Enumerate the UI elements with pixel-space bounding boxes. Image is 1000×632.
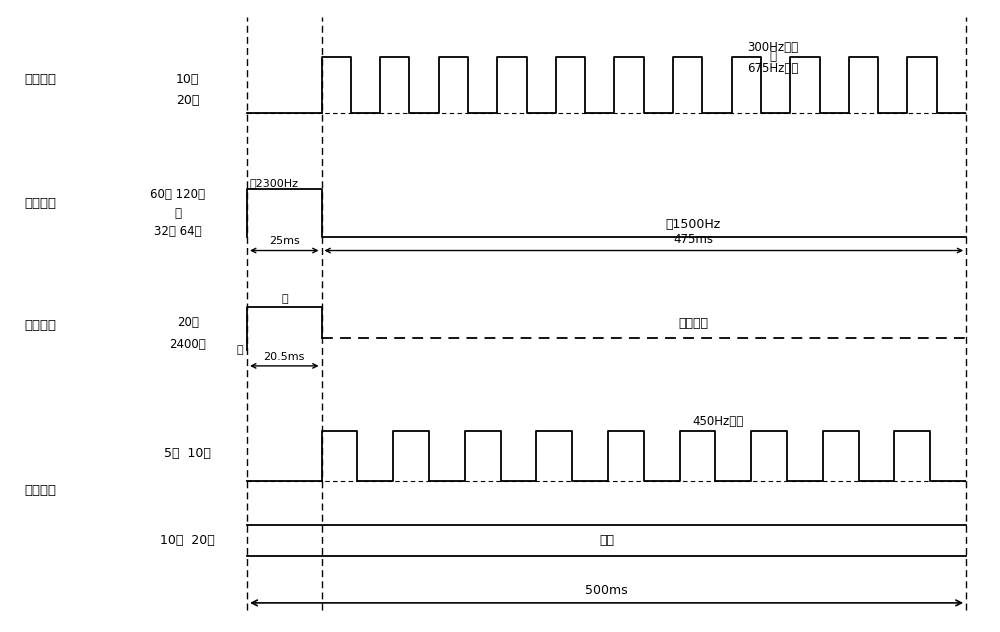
Text: 675Hz方波: 675Hz方波: [747, 62, 798, 75]
Text: 20分: 20分: [177, 316, 199, 329]
Text: 60秒 120行: 60秒 120行: [150, 188, 205, 201]
Text: 瘖1500Hz: 瘖1500Hz: [666, 218, 721, 231]
Text: 相位信号: 相位信号: [24, 197, 56, 210]
Text: 或: 或: [769, 51, 776, 63]
Text: 黑: 黑: [281, 293, 288, 303]
Text: 图像信号: 图像信号: [678, 317, 708, 331]
Text: 10秒  20行: 10秒 20行: [160, 534, 215, 547]
Text: 475ms: 475ms: [673, 233, 713, 246]
Text: 结束信号: 结束信号: [24, 484, 56, 497]
Text: 450Hz方波: 450Hz方波: [693, 415, 744, 428]
Text: 图像信号: 图像信号: [24, 319, 56, 332]
Text: 5秒  10行: 5秒 10行: [164, 447, 211, 459]
Text: 或: 或: [174, 207, 181, 219]
Text: 20.5ms: 20.5ms: [264, 352, 305, 362]
Text: 白: 白: [237, 345, 243, 355]
Text: 起始信号: 起始信号: [24, 73, 56, 85]
Text: 500ms: 500ms: [585, 583, 628, 597]
Text: 10秒: 10秒: [176, 73, 199, 85]
Text: 25ms: 25ms: [269, 236, 300, 246]
Text: 32秒 64行: 32秒 64行: [154, 225, 202, 238]
Text: 白2300Hz: 白2300Hz: [249, 178, 298, 188]
Text: 2400行: 2400行: [169, 337, 206, 351]
Text: 300Hz方波: 300Hz方波: [747, 41, 798, 54]
Text: 全黑: 全黑: [599, 534, 614, 547]
Text: 20行: 20行: [176, 94, 199, 107]
